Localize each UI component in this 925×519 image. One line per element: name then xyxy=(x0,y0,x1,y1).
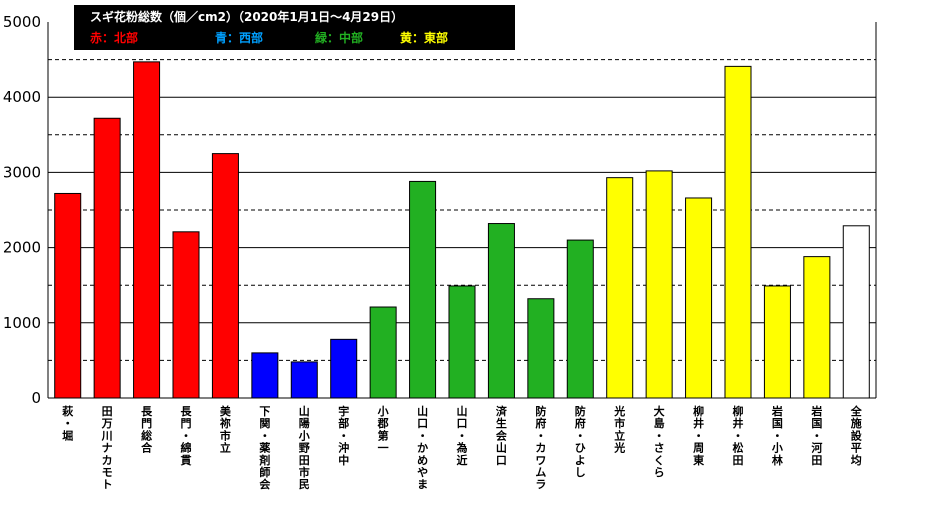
bar xyxy=(763,285,791,399)
bar xyxy=(330,338,358,399)
bar xyxy=(685,197,713,399)
x-tick-label: 防府・カワムラ xyxy=(535,404,546,491)
bar xyxy=(842,225,870,399)
title-background xyxy=(74,5,515,50)
legend: 赤：北部 青：西部 緑：中部 黄：東部 xyxy=(90,30,448,45)
x-tick-label: 柳井・松田 xyxy=(733,404,744,467)
x-tick-label: 田万川ナカモト xyxy=(101,405,113,491)
x-tick-label: 山陽小野田市民 xyxy=(298,404,310,491)
bar xyxy=(566,239,594,399)
bar xyxy=(251,352,279,399)
y-tick-label: 0 xyxy=(31,389,41,407)
legend-entry: 黄：東部 xyxy=(400,30,448,45)
bars xyxy=(54,61,870,399)
y-tick-label: 1000 xyxy=(3,314,41,332)
x-tick-label: 光市立光 xyxy=(613,404,625,455)
bar xyxy=(606,177,634,399)
x-tick-label: 山口・為近 xyxy=(457,404,468,467)
bar xyxy=(172,231,200,399)
bar xyxy=(448,285,476,399)
x-tick-label: 全施設平均 xyxy=(850,404,863,467)
bar xyxy=(290,361,318,399)
y-tick-label: 3000 xyxy=(3,163,41,181)
x-tick-label: 大島・さくら xyxy=(654,404,665,479)
legend-entry: 青：西部 xyxy=(215,30,263,45)
bar xyxy=(803,256,831,399)
x-tick-label: 防府・ひよし xyxy=(575,404,586,479)
chart-title: スギ花粉総数（個／cm2）（2020年1月1日～4月29日） xyxy=(90,9,403,24)
legend-entry: 緑：中部 xyxy=(315,30,363,45)
y-tick-label: 4000 xyxy=(3,88,41,106)
x-tick-label: 萩・堀 xyxy=(61,404,73,442)
x-tick-label: 山口・かめやま xyxy=(417,404,428,491)
x-axis-ticks: 萩・堀 田万川ナカモト 長門総合 長門・綿貫 美祢市立 下関・薬剤師会 山陽小野田市民 宇部・… xyxy=(61,404,863,491)
legend-entry: 赤：北部 xyxy=(90,30,138,45)
bar xyxy=(409,180,437,399)
y-tick-label: 2000 xyxy=(3,239,41,257)
x-tick-label: 長門・綿貫 xyxy=(181,405,193,467)
x-tick-label: 長門総合 xyxy=(141,405,153,455)
bar xyxy=(133,61,161,399)
y-axis-ticks: 0 1000 2000 3000 4000 5000 xyxy=(3,13,41,407)
bar xyxy=(54,192,82,399)
bar xyxy=(487,223,515,399)
title-box: スギ花粉総数（個／cm2）（2020年1月1日～4月29日） 赤：北部 青：西部 緑… xyxy=(74,5,515,50)
bar xyxy=(211,153,239,399)
y-tick-label: 5000 xyxy=(3,13,41,31)
bar xyxy=(369,306,397,399)
x-tick-label: 下関・薬剤師会 xyxy=(258,405,271,491)
x-tick-label: 済生会山口 xyxy=(496,404,508,467)
bar xyxy=(724,65,752,399)
x-tick-label: 岩国・小林 xyxy=(771,404,783,467)
x-tick-label: 美祢市立 xyxy=(220,404,232,455)
x-tick-label: 柳井・周東 xyxy=(693,404,705,467)
x-tick-label: 小郡第一 xyxy=(377,404,389,455)
x-tick-label: 岩国・河田 xyxy=(810,404,822,467)
bar xyxy=(93,117,121,399)
bar xyxy=(645,170,673,399)
bar xyxy=(527,298,555,399)
x-tick-label: 宇部・沖中 xyxy=(338,404,349,467)
